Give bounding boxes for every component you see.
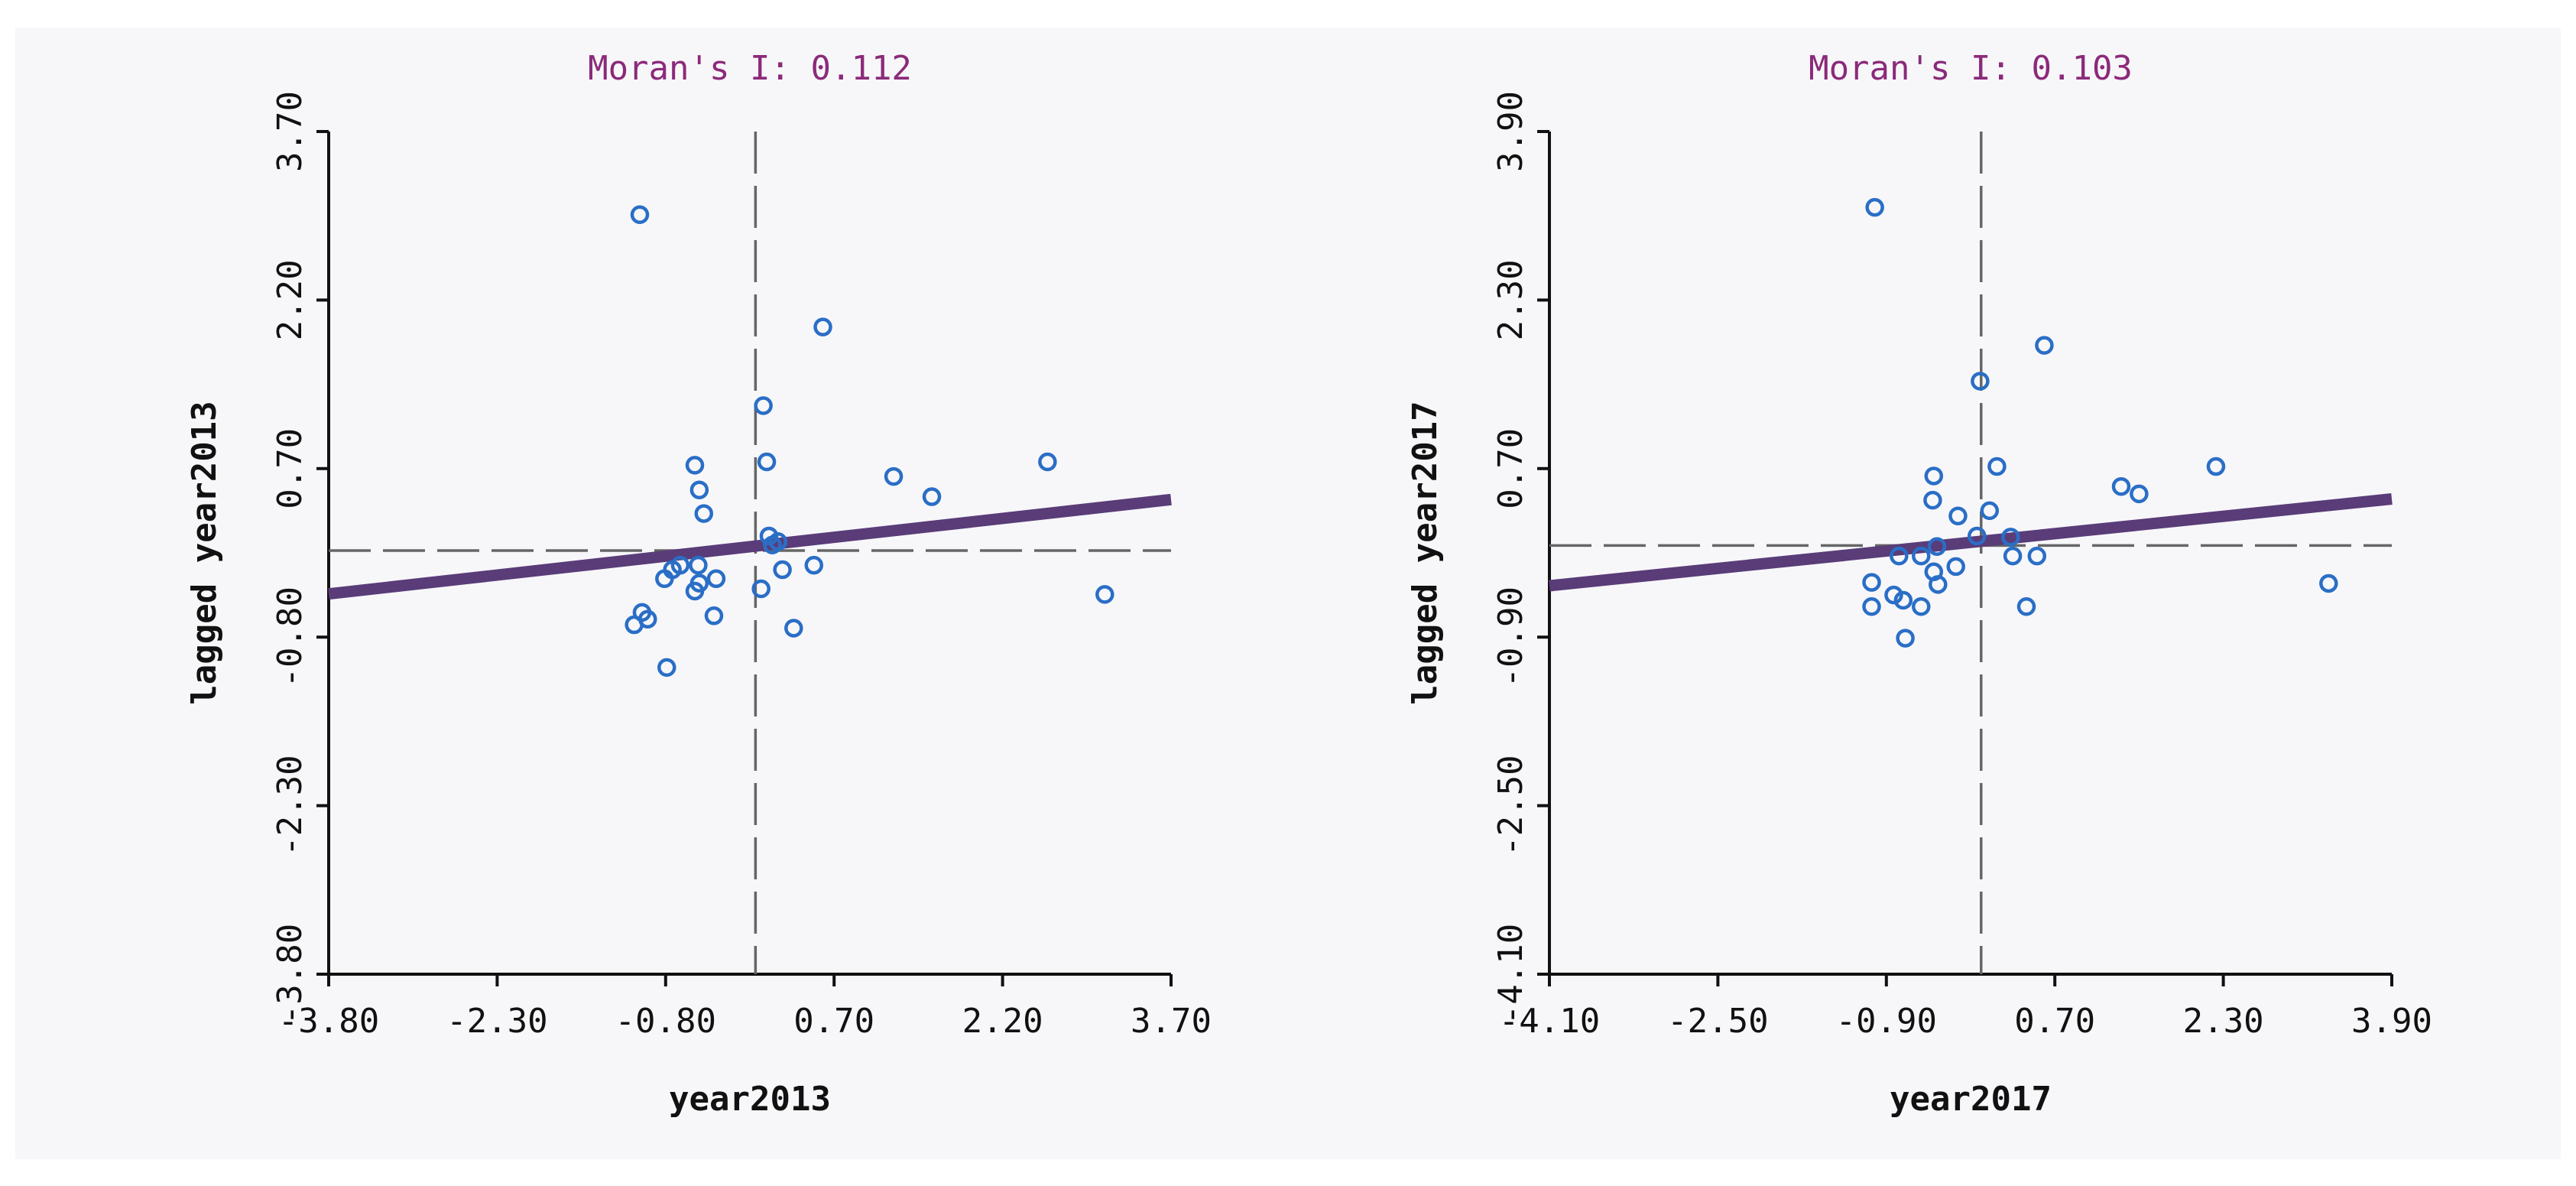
y-tick-label: -2.50 (1491, 755, 1530, 856)
data-point (754, 396, 773, 415)
x-tick-label: -2.30 (446, 1002, 547, 1041)
data-point (784, 619, 803, 638)
data-point (685, 456, 705, 475)
x-tick-label: 3.70 (1131, 1002, 1212, 1041)
data-point (1912, 546, 1931, 566)
data-point (1038, 452, 1057, 472)
x-tick-label: -2.50 (1667, 1002, 1768, 1041)
chart-title: Moran's I: 0.103 (1809, 49, 2133, 88)
data-point (1987, 457, 2007, 476)
y-tick-label: -4.10 (1491, 924, 1530, 1025)
regression-line (328, 493, 1172, 600)
data-point (704, 606, 724, 625)
y-tick-label: -2.30 (271, 755, 310, 856)
x-tick-label: 3.90 (2351, 1002, 2432, 1041)
data-point (804, 555, 824, 575)
data-point (2035, 336, 2054, 355)
data-point (1890, 546, 1909, 566)
data-point (706, 569, 726, 589)
y-tick-label: 0.70 (1491, 428, 1530, 509)
data-point (630, 205, 650, 224)
data-point (694, 504, 714, 523)
data-point (2319, 574, 2338, 593)
data-point (1946, 557, 1965, 577)
data-point (670, 555, 690, 575)
x-axis-label: year2017 (1890, 1080, 2052, 1119)
x-axis-label: year2013 (669, 1080, 831, 1119)
data-point (1927, 537, 1947, 556)
data-point (657, 658, 676, 677)
data-point (689, 555, 708, 575)
data-point (1095, 585, 1114, 604)
y-tick-label: -0.80 (271, 587, 310, 687)
y-tick-label: 2.30 (1491, 259, 1530, 340)
data-point (884, 466, 904, 486)
data-point (813, 317, 832, 336)
y-tick-label: 0.70 (271, 428, 310, 509)
data-point (2130, 484, 2149, 504)
scatter-panel-2013: Moran's I: 0.112 year2013 lagged year201… (185, 49, 1212, 1119)
data-point (768, 532, 787, 551)
x-tick-label: -3.80 (278, 1002, 379, 1041)
x-tick-label: 0.70 (793, 1002, 874, 1041)
y-tick-label: 3.70 (271, 91, 310, 172)
y-tick-label: -0.90 (1491, 587, 1530, 687)
y-axis-label: lagged year2017 (1406, 401, 1445, 704)
y-axis-label: lagged year2013 (185, 401, 224, 704)
data-point (922, 487, 942, 506)
data-point (1862, 597, 1881, 616)
figure-background (15, 28, 2561, 1159)
data-point (1893, 590, 1913, 610)
x-tick-label: -0.80 (615, 1002, 716, 1041)
x-tick-label: -0.90 (1836, 1002, 1937, 1041)
x-tick-label: -4.10 (1499, 1002, 1600, 1041)
data-point (1884, 585, 1903, 605)
data-point (1924, 466, 1944, 486)
data-point (1923, 490, 1942, 510)
data-point (2111, 476, 2131, 496)
data-point (1929, 575, 1948, 594)
data-point (689, 574, 709, 593)
data-point (2001, 528, 2020, 547)
data-point (1980, 501, 2000, 521)
y-tick-label: 3.90 (1491, 91, 1530, 172)
data-point (2016, 597, 2036, 616)
data-point (1948, 506, 1968, 526)
data-point (751, 579, 771, 599)
x-tick-label: 2.30 (2183, 1002, 2264, 1041)
scatter-panel-2017: Moran's I: 0.103 year2017 lagged year201… (1406, 49, 2432, 1119)
data-point (2003, 546, 2023, 566)
data-point (1971, 372, 1990, 391)
data-point (638, 609, 657, 629)
data-point (1865, 197, 1884, 217)
x-tick-label: 0.70 (2014, 1002, 2095, 1041)
data-point (1896, 629, 1915, 648)
data-point (2027, 546, 2047, 566)
data-point (757, 452, 777, 472)
data-point (2206, 457, 2226, 476)
chart-title: Moran's I: 0.112 (588, 49, 912, 88)
data-point (1912, 597, 1931, 616)
data-point (773, 560, 792, 580)
data-point (689, 480, 709, 499)
y-tick-label: 2.20 (271, 259, 310, 340)
y-tick-label: -3.80 (271, 924, 310, 1025)
data-point (1968, 526, 1987, 546)
x-tick-label: 2.20 (962, 1002, 1043, 1041)
data-point (1862, 573, 1881, 592)
